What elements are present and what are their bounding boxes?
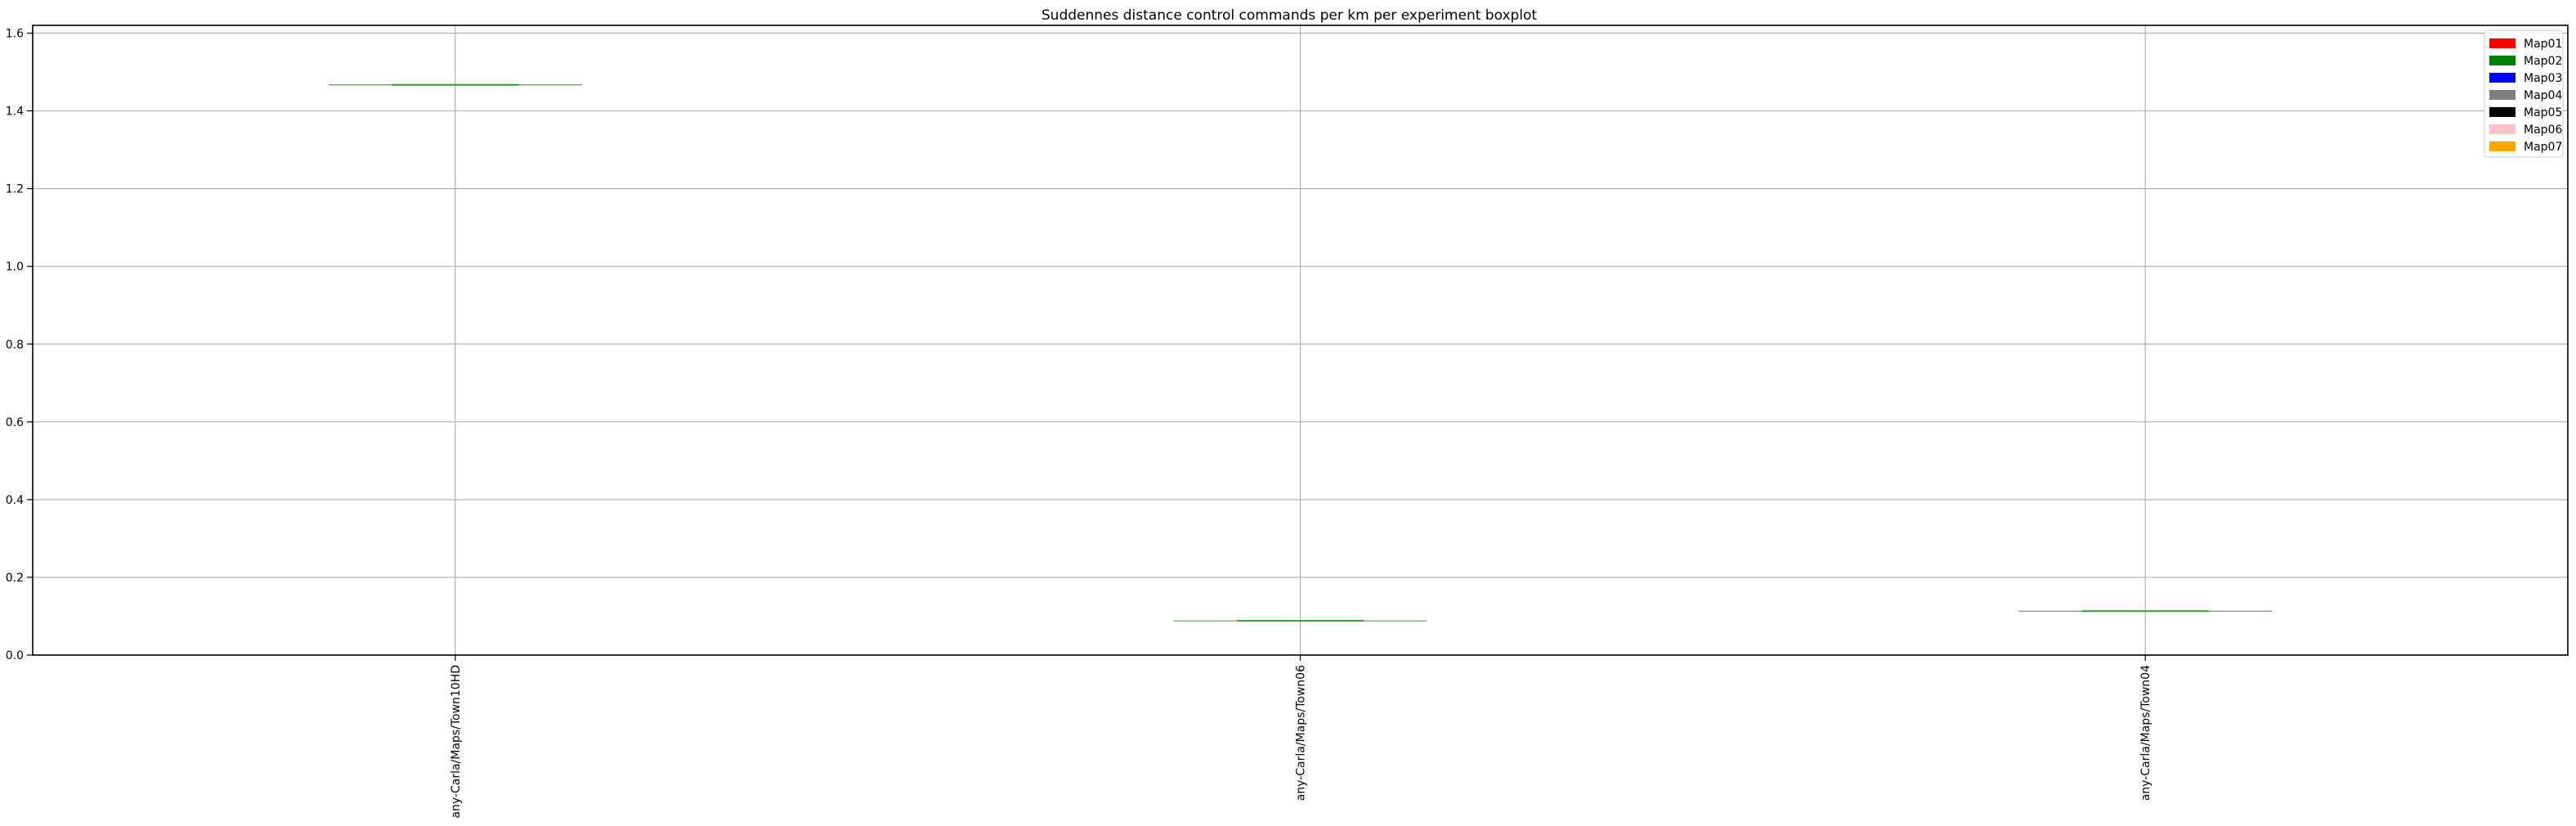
legend-swatch	[2489, 90, 2516, 100]
y-tick-label: 1.4	[6, 105, 24, 119]
legend-swatch	[2489, 124, 2516, 134]
y-tick-label: 0.4	[6, 494, 24, 507]
y-axis: 0.0 0.2 0.4 0.6 0.8 1.0 1.2 1.4 1.6	[6, 28, 33, 662]
legend-label: Map03	[2524, 72, 2562, 85]
legend-label: Map07	[2524, 141, 2562, 154]
y-tick-label: 1.0	[6, 261, 24, 274]
y-tick-label: 0.2	[6, 572, 24, 585]
legend-swatch	[2489, 56, 2516, 65]
chart-title: Suddennes distance control commands per …	[1042, 7, 1538, 24]
x-tick-label: any-Carla/Maps/Town10HD	[450, 665, 463, 819]
legend-swatch	[2489, 141, 2516, 151]
legend-label: Map01	[2524, 38, 2562, 51]
x-axis: any-Carla/Maps/Town10HD any-Carla/Maps/To…	[450, 655, 2153, 819]
x-tick-label: any-Carla/Maps/Town06	[1295, 665, 1308, 801]
y-tick-label: 0.0	[6, 649, 24, 662]
box-marks	[328, 83, 2273, 622]
legend: Map01 Map02 Map03 Map04 Map05 Map06 Map07	[2484, 29, 2564, 158]
legend-label: Map06	[2524, 123, 2562, 137]
y-tick-label: 1.6	[6, 28, 24, 41]
legend-swatch	[2489, 38, 2516, 48]
y-tick-label: 0.8	[6, 339, 24, 352]
legend-swatch	[2489, 107, 2516, 117]
legend-label: Map04	[2524, 89, 2562, 102]
legend-swatch	[2489, 73, 2516, 83]
grid-lines	[33, 25, 2568, 656]
legend-label: Map05	[2524, 106, 2562, 119]
y-tick-label: 0.6	[6, 416, 24, 429]
legend-label: Map02	[2524, 55, 2562, 68]
y-tick-label: 1.2	[6, 183, 24, 196]
x-tick-label: any-Carla/Maps/Town04	[2139, 665, 2153, 801]
